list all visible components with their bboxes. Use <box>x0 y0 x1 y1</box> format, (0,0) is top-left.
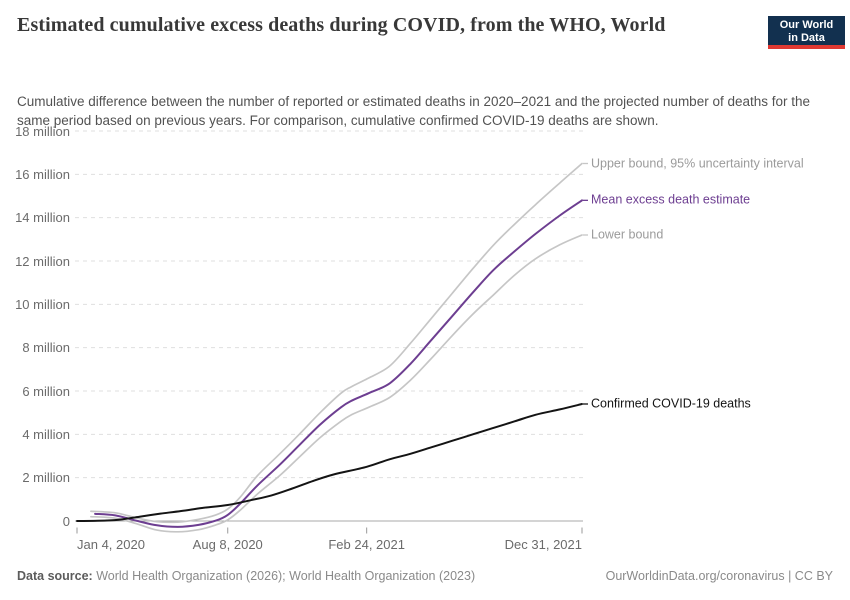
series-label-confirmed-covid-19-deaths[interactable]: Confirmed COVID-19 deaths <box>591 396 751 411</box>
series-line-lower-bound <box>90 234 583 533</box>
chart-title: Estimated cumulative excess deaths durin… <box>17 14 666 36</box>
chart-footer: Data source: World Health Organization (… <box>17 568 833 584</box>
credit-link[interactable]: OurWorldinData.org/coronavirus | CC BY <box>605 569 833 583</box>
owid-logo-line2: in Data <box>788 32 825 44</box>
owid-logo-red-bar <box>768 45 845 49</box>
series-label-lower-bound[interactable]: Lower bound <box>591 227 664 242</box>
data-source-label: Data source: <box>17 569 93 583</box>
owid-logo[interactable]: Our World in Data <box>768 16 845 49</box>
series-label-upper-bound[interactable]: Upper bound, 95% uncertainty interval <box>591 156 804 170</box>
data-source-text: World Health Organization (2026); World … <box>92 569 476 583</box>
series-line-upper-bound <box>90 162 583 524</box>
series-line-confirmed-covid-19-deaths <box>76 403 583 522</box>
series-label-mean-excess-death-estimate[interactable]: Mean excess death estimate <box>591 192 751 207</box>
owid-logo-line1: Our World <box>779 19 834 31</box>
chart-subtitle: Cumulative difference between the number… <box>17 94 811 128</box>
series-line-mean-excess-death-estimate <box>94 199 583 528</box>
data-source-note: Data source: World Health Organization (… <box>17 568 475 584</box>
